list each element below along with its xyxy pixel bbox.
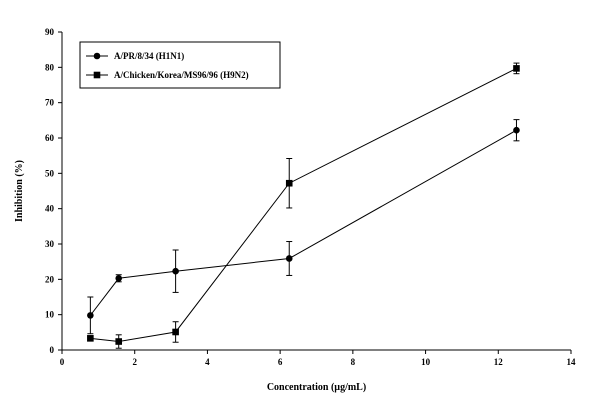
y-tick-label: 90 (45, 27, 55, 37)
data-point (87, 312, 94, 319)
data-point (172, 267, 179, 275)
y-tick-label: 40 (45, 204, 55, 214)
axes: 0 10 20 30 40 50 60 70 80 90 0 2 4 6 8 10 12 14 (45, 27, 576, 367)
x-tick-label: 8 (351, 357, 356, 367)
y-tick-label: 80 (45, 62, 55, 72)
x-tick-label: 0 (60, 357, 65, 367)
legend-item-2: A/Chicken/Korea/MS96/96 (H9N2) (86, 70, 249, 80)
series-1 (87, 119, 520, 335)
x-tick-label: 10 (421, 357, 431, 367)
data-point (87, 335, 94, 342)
legend-item-1: A/PR/8/34 (H1N1) (86, 51, 184, 61)
y-tick-label: 20 (45, 274, 55, 284)
y-tick-label: 70 (45, 98, 55, 108)
y-tick-label: 10 (45, 310, 55, 320)
series-line (89, 129, 517, 316)
legend-marker (93, 71, 101, 79)
data-point (115, 274, 123, 282)
data-point (513, 126, 520, 134)
data-point (115, 338, 123, 345)
legend-label: A/Chicken/Korea/MS96/96 (H9N2) (114, 70, 249, 80)
x-tick-label: 2 (132, 357, 137, 367)
x-tick-label: 12 (494, 357, 504, 367)
data-point (285, 255, 293, 262)
series-line (90, 67, 517, 343)
x-tick-label: 14 (567, 357, 577, 367)
data-point (285, 179, 293, 187)
x-axis-title: Concentration (µg/mL) (267, 382, 366, 393)
series-layer (87, 62, 520, 349)
legend: A/PR/8/34 (H1N1) A/Chicken/Korea/MS96/96 … (79, 41, 281, 89)
legend-box (79, 41, 281, 89)
x-tick-label: 6 (278, 357, 283, 367)
legend-marker (93, 52, 101, 60)
legend-label: A/PR/8/34 (H1N1) (114, 51, 184, 61)
y-tick-label: 0 (50, 345, 55, 355)
data-point (172, 328, 179, 336)
y-tick-label: 60 (45, 133, 55, 143)
x-tick-label: 4 (205, 357, 210, 367)
data-point (513, 65, 520, 72)
y-axis-title: Inhibition (%) (14, 160, 25, 222)
y-tick-label: 30 (45, 239, 55, 249)
y-tick-label: 50 (45, 168, 55, 178)
series-2 (87, 62, 520, 349)
